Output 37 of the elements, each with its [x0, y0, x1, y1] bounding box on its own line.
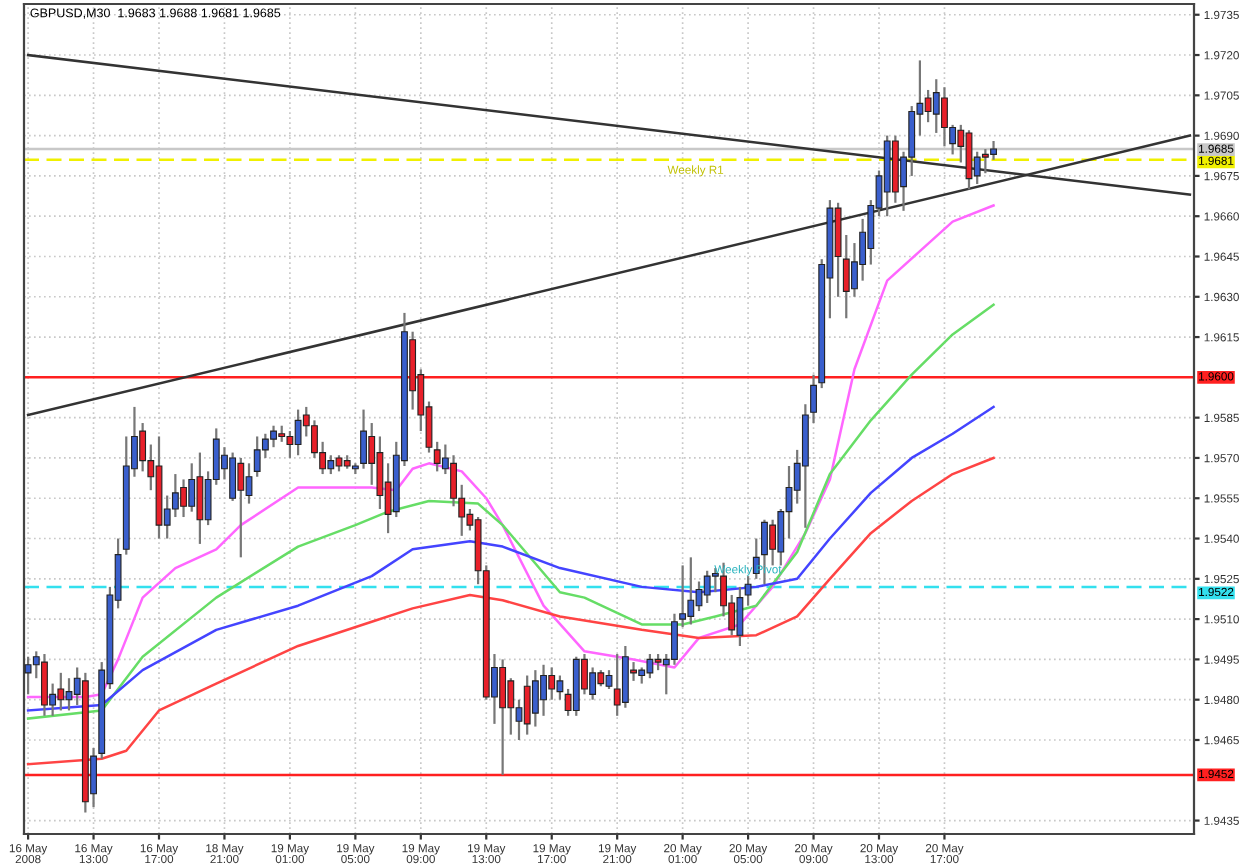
candlestick: [57, 671, 65, 712]
candlestick: [990, 139, 997, 161]
candlestick: [523, 674, 531, 736]
candlestick: [229, 451, 237, 503]
candlestick: [360, 408, 367, 470]
candlestick: [736, 585, 744, 648]
candlestick: [981, 147, 989, 175]
candlestick: [965, 129, 973, 191]
candlestick: [24, 655, 32, 696]
candlestick: [941, 86, 948, 148]
candlestick: [188, 462, 196, 513]
candlestick: [556, 674, 564, 701]
candlestick: [671, 612, 678, 666]
line-series: [26, 303, 995, 720]
candlestick: [531, 669, 539, 728]
candlestick: [687, 556, 695, 626]
candlestick: [41, 652, 48, 717]
candlestick: [924, 88, 932, 124]
candlestick: [540, 663, 547, 717]
candlestick: [294, 408, 302, 457]
candlestick: [703, 569, 711, 605]
candlestick: [171, 472, 179, 519]
candlestick: [548, 666, 556, 701]
candlestick: [196, 451, 204, 546]
candlestick: [180, 478, 187, 519]
candlestick: [646, 652, 654, 680]
candlestick: [270, 424, 277, 449]
candlestick: [769, 518, 777, 567]
line-series: [26, 456, 995, 766]
candlestick: [499, 658, 507, 777]
candlestick: [744, 575, 752, 607]
candlestick: [613, 652, 621, 717]
candlestick: [621, 644, 629, 709]
candlestick: [327, 454, 335, 476]
line-series: [26, 405, 995, 712]
line-series: [26, 204, 995, 699]
candlestick: [237, 456, 245, 559]
